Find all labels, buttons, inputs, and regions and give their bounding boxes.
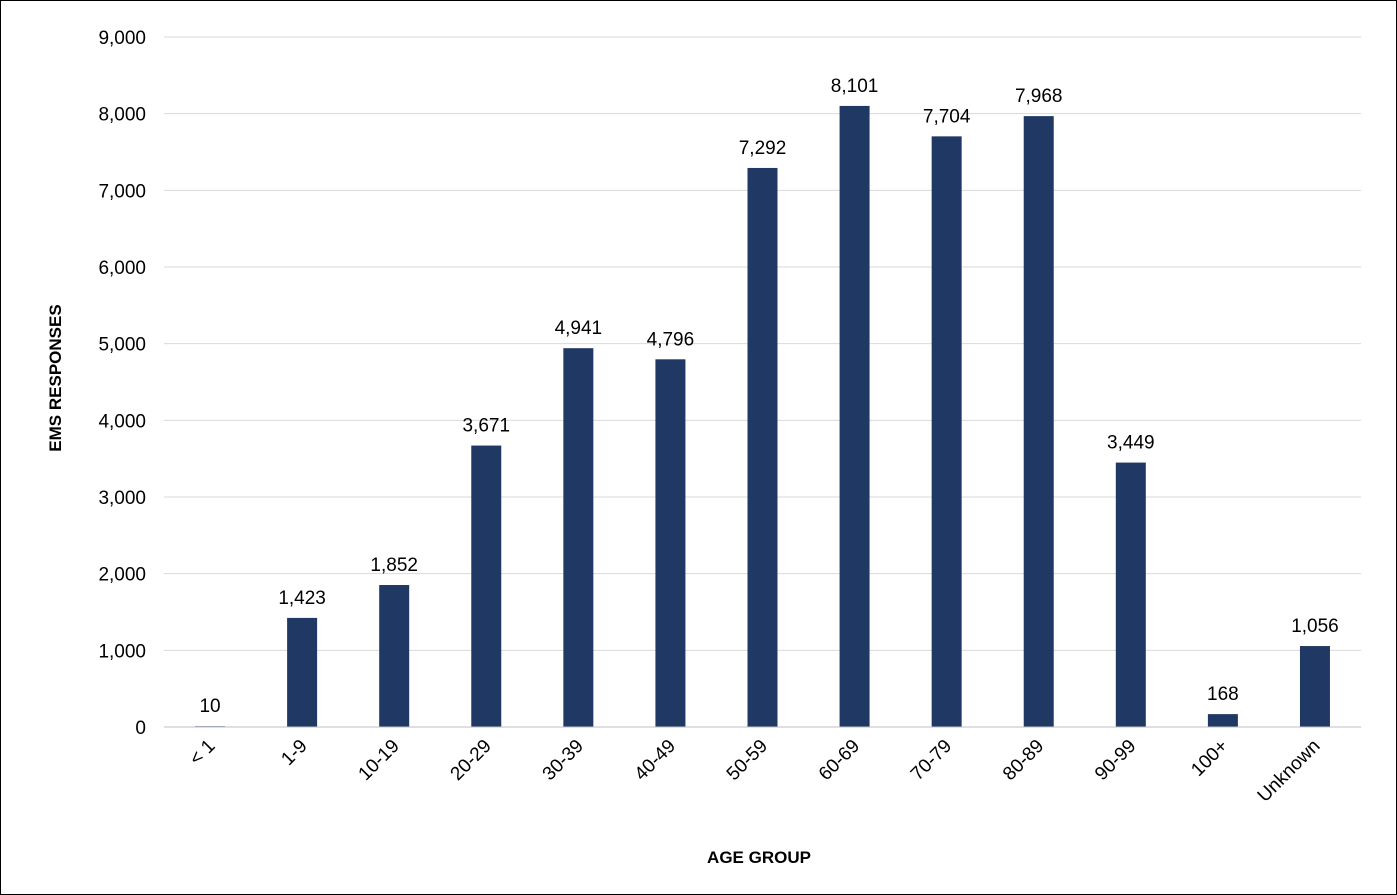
y-tick-label: 3,000 xyxy=(98,488,146,509)
bar xyxy=(1299,646,1330,727)
y-tick-label: 5,000 xyxy=(98,335,146,356)
x-tick-label: 50-59 xyxy=(723,736,772,785)
bar xyxy=(1023,116,1054,728)
bar xyxy=(655,359,686,727)
data-label: 1,056 xyxy=(1291,616,1339,637)
data-label: 1,423 xyxy=(278,588,326,609)
x-tick-label: < 1 xyxy=(186,736,220,770)
y-tick-label: 7,000 xyxy=(98,181,146,202)
x-tick-label: 90-99 xyxy=(1091,736,1140,785)
y-axis-title: EMS RESPONSES xyxy=(46,304,65,451)
bar xyxy=(471,445,502,727)
data-label: 7,968 xyxy=(1015,86,1063,107)
x-tick-label: 100+ xyxy=(1187,736,1232,781)
bar xyxy=(379,585,410,727)
x-tick-label: 60-69 xyxy=(815,736,864,785)
y-tick-label: 1,000 xyxy=(98,641,146,662)
data-labels: 10 1,423 1,852 3,671 4,941 4,796 7,292 8,101 7,7… xyxy=(199,76,1338,717)
y-tick-label: 2,000 xyxy=(98,565,146,586)
x-tick-label: 40-49 xyxy=(631,736,680,785)
y-tick-label: 9,000 xyxy=(98,28,146,49)
y-tick-labels: 0 1,000 2,000 3,000 4,000 5,000 6,000 7,000 8,00… xyxy=(98,28,146,739)
bars xyxy=(195,105,1330,728)
bar xyxy=(1207,714,1238,727)
data-label: 168 xyxy=(1207,684,1239,705)
y-tick-label: 8,000 xyxy=(98,105,146,126)
bar xyxy=(287,617,318,727)
bar xyxy=(1115,462,1146,727)
data-label: 4,941 xyxy=(555,318,603,339)
bar xyxy=(563,348,594,727)
data-label: 4,796 xyxy=(647,329,695,350)
x-tick-label: 10-19 xyxy=(355,736,404,785)
x-tick-label: 1-9 xyxy=(277,736,311,770)
bar xyxy=(747,167,778,728)
x-axis-title: AGE GROUP xyxy=(707,848,811,867)
data-label: 7,704 xyxy=(923,106,971,127)
x-tick-label: Unknown xyxy=(1254,736,1325,807)
x-tick-label: 20-29 xyxy=(447,736,496,785)
data-label: 8,101 xyxy=(831,76,879,97)
y-tick-label: 4,000 xyxy=(98,411,146,432)
bar xyxy=(839,105,870,727)
data-label: 7,292 xyxy=(739,138,787,159)
data-label: 1,852 xyxy=(370,555,418,576)
y-tick-label: 6,000 xyxy=(98,258,146,279)
y-tick-label: 0 xyxy=(135,718,146,739)
x-tick-label: 70-79 xyxy=(907,736,956,785)
x-tick-labels: < 1 1-9 10-19 20-29 30-39 40-49 50-59 60-69 70-7… xyxy=(186,736,1325,807)
x-tick-label: 30-39 xyxy=(539,736,588,785)
data-label: 3,449 xyxy=(1107,433,1155,454)
data-label: 10 xyxy=(199,696,220,717)
bar xyxy=(931,136,962,728)
data-label: 3,671 xyxy=(462,416,510,437)
x-tick-label: 80-89 xyxy=(999,736,1048,785)
